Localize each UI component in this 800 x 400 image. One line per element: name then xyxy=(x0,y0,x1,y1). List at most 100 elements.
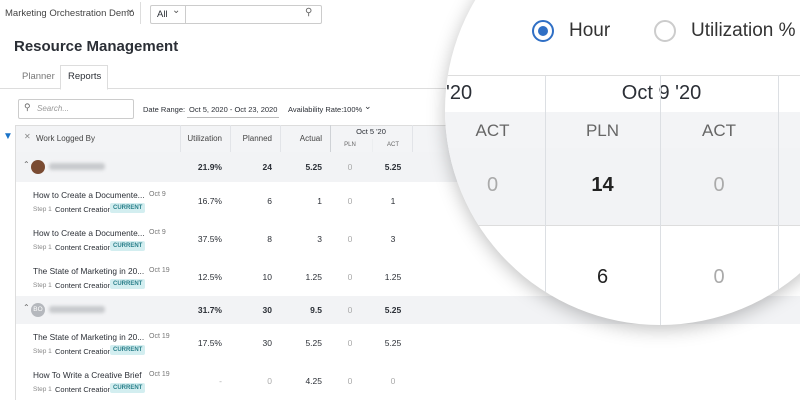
radio-dot xyxy=(538,26,548,36)
availability-label: Availability Rate: xyxy=(288,105,344,114)
column-header[interactable]: Work Logged By xyxy=(36,134,95,143)
workspace-select[interactable] xyxy=(0,2,141,24)
task-date: Oct 19 xyxy=(149,371,170,378)
step: Step 1 xyxy=(33,348,52,355)
magnifier-content: Hour Utilization % '20 Oct 9 '20 ACT PLN ACT 0 1… xyxy=(445,0,800,325)
column-line xyxy=(545,75,546,325)
status-badge: CURRENT xyxy=(110,345,146,355)
task-title[interactable]: The State of Marketing in 20... xyxy=(33,266,145,276)
stage: Content Creation xyxy=(55,347,112,356)
sub-column: ACT xyxy=(475,121,510,140)
search-input[interactable] xyxy=(18,99,134,119)
search-placeholder: Search... xyxy=(37,104,70,113)
task-date: Oct 19 xyxy=(149,267,170,274)
sub-column: PLN xyxy=(585,121,620,140)
blurred-name xyxy=(49,163,105,170)
filter-value: All xyxy=(157,9,168,20)
cell-act: 5.25 xyxy=(384,162,402,172)
sub-column: PLN xyxy=(344,142,356,148)
collapse-icon: ✕ xyxy=(24,132,31,141)
column-header[interactable]: Planned xyxy=(242,134,272,143)
cell-actual: 1 xyxy=(317,196,322,206)
date-range-underline xyxy=(187,117,279,118)
cell-act: 1.25 xyxy=(384,272,402,282)
task-date: Oct 9 xyxy=(149,191,166,198)
cell-actual: 1.25 xyxy=(305,272,322,282)
cell-actual: 9.5 xyxy=(310,305,322,315)
date-group: Oct 5 '20 xyxy=(356,127,386,136)
cell-pln: 14 xyxy=(591,174,614,196)
tab[interactable]: Reports xyxy=(68,71,102,82)
task-date: Oct 9 xyxy=(149,229,166,236)
workspace-name: Marketing Orchestration Demo xyxy=(5,8,135,19)
cell-pln: 0 xyxy=(347,376,353,386)
cell-utilization: 31.7% xyxy=(197,305,222,315)
page-title: Resource Management xyxy=(14,38,179,55)
cell-act: 5.25 xyxy=(384,338,402,348)
cell-prev_act: 0 xyxy=(486,174,499,196)
task-title[interactable]: The State of Marketing in 20... xyxy=(33,332,145,342)
cell-act: 0 xyxy=(713,266,725,288)
cell-planned: 8 xyxy=(267,234,272,244)
date: Oct 9 '20 xyxy=(621,82,702,104)
expand-icon: ⌃ xyxy=(23,303,30,312)
cell-actual: 5.25 xyxy=(305,162,322,172)
task-title[interactable]: How to Create a Documente... xyxy=(33,228,145,238)
date-range-label: Date Range: xyxy=(143,105,186,114)
cell-pln: 0 xyxy=(347,272,353,282)
row-bg xyxy=(445,148,800,226)
cell-actual: 5.25 xyxy=(305,338,322,348)
task-title[interactable]: How To Write a Creative Brief xyxy=(33,370,142,380)
cell-pln: 0 xyxy=(347,162,353,172)
cell-utilization: 16.7% xyxy=(197,196,222,206)
left-rail-line xyxy=(15,125,16,400)
sub-column: ACT xyxy=(387,142,399,148)
stage: Content Creation xyxy=(55,205,112,214)
chevron: ⌄ xyxy=(172,5,181,16)
cell-actual: 4.25 xyxy=(305,376,322,386)
cell-utilization: 21.9% xyxy=(197,162,222,172)
task-row xyxy=(16,324,800,363)
filter-box[interactable] xyxy=(150,5,322,24)
radio-label[interactable]: Hour xyxy=(569,20,611,41)
tab-active[interactable] xyxy=(60,65,108,90)
date-partial: '20 xyxy=(446,82,473,104)
cell-utilization: 12.5% xyxy=(197,272,222,282)
cell-pln: 0 xyxy=(347,196,353,206)
chevron: ⌄ xyxy=(364,101,372,111)
blurred-name xyxy=(49,306,105,313)
radio[interactable] xyxy=(654,20,676,42)
cell-pln: 0 xyxy=(347,305,353,315)
radio-label[interactable]: Utilization % xyxy=(691,20,796,41)
column-header[interactable]: Utilization xyxy=(187,134,222,143)
step: Step 1 xyxy=(33,282,52,289)
status-badge: CURRENT xyxy=(110,241,146,251)
cell-pln: 0 xyxy=(347,338,353,348)
search-icon: ⚲ xyxy=(24,102,31,112)
status-badge: CURRENT xyxy=(110,203,146,213)
step: Step 1 xyxy=(33,206,52,213)
cell-pln: 0 xyxy=(347,234,353,244)
column-line xyxy=(778,75,779,325)
cell-pln: 6 xyxy=(596,266,609,288)
filter-icon[interactable]: ▼ xyxy=(3,131,13,142)
column-header[interactable]: Actual xyxy=(299,134,322,143)
availability[interactable]: 100% xyxy=(343,105,363,114)
radio[interactable] xyxy=(532,20,554,42)
divider xyxy=(185,5,186,24)
column-line xyxy=(660,75,661,325)
chevron: ⌄ xyxy=(124,4,137,15)
stage: Content Creation xyxy=(55,281,112,290)
sub-column: ACT xyxy=(702,121,736,140)
cell-utilization: - xyxy=(219,376,222,386)
tab[interactable]: Planner xyxy=(22,71,55,82)
task-title[interactable]: How to Create a Documente... xyxy=(33,190,145,200)
stage: Content Creation xyxy=(55,243,112,252)
cell-planned: 10 xyxy=(262,272,272,282)
date-range[interactable]: Oct 5, 2020 - Oct 23, 2020 xyxy=(189,105,278,114)
cell-planned: 6 xyxy=(267,196,272,206)
cell-act: 0 xyxy=(713,174,725,196)
magnifier: Hour Utilization % '20 Oct 9 '20 ACT PLN ACT 0 1… xyxy=(445,0,800,325)
subheader-bg xyxy=(445,112,800,149)
